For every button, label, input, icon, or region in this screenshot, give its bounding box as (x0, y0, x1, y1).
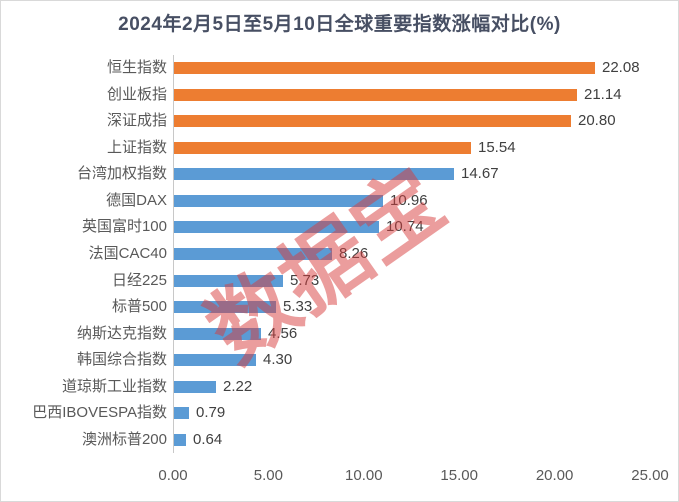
category-label: 澳洲标普200 (81, 430, 167, 448)
value-label: 8.26 (339, 245, 369, 262)
value-label: 5.73 (290, 271, 320, 289)
bar (174, 274, 283, 287)
bar (174, 327, 261, 340)
category-label: 纳斯达克指数 (76, 324, 167, 342)
value-label: 15.54 (478, 138, 516, 156)
value-label: 4.56 (268, 324, 298, 342)
value-label: 2.22 (223, 377, 253, 395)
value-label: 10.96 (390, 191, 428, 209)
bar (174, 354, 256, 367)
category-label: 上证指数 (106, 138, 167, 156)
bar (174, 115, 571, 128)
x-tick-label: 10.00 (345, 467, 383, 484)
category-label: 日经225 (111, 271, 167, 289)
category-label: 创业板指 (106, 85, 167, 103)
value-label: 21.14 (584, 85, 622, 103)
category-label: 法国CAC40 (88, 245, 167, 262)
bar (174, 433, 186, 446)
value-label: 10.74 (386, 218, 424, 236)
bar (174, 380, 216, 393)
category-label: 标普500 (111, 298, 167, 316)
bar (174, 301, 276, 314)
bar (174, 194, 383, 207)
x-tick-label: 0.00 (158, 467, 188, 484)
value-label: 0.79 (196, 404, 226, 422)
category-label: 德国DAX (106, 191, 167, 209)
chart-title: 2024年2月5日至5月10日全球重要指数涨幅对比(%) (118, 14, 561, 35)
value-label: 14.67 (461, 165, 499, 183)
value-label: 0.64 (193, 430, 223, 448)
bar (174, 168, 454, 181)
bar (174, 88, 577, 101)
x-tick-label: 5.00 (253, 467, 283, 484)
category-label: 英国富时100 (81, 218, 167, 236)
category-label: 深证成指 (106, 112, 167, 130)
bar (174, 141, 471, 154)
x-tick-label: 15.00 (440, 467, 478, 484)
value-label: 20.80 (578, 112, 616, 130)
category-label: 台湾加权指数 (76, 165, 167, 183)
bar (174, 407, 189, 420)
category-label: 道琼斯工业指数 (61, 377, 167, 395)
category-label: 恒生指数 (106, 59, 167, 77)
y-axis-line (173, 55, 174, 453)
bar (174, 221, 379, 234)
x-tick-label: 25.00 (631, 467, 669, 484)
bar (174, 62, 595, 75)
value-label: 22.08 (602, 59, 640, 77)
category-label: 巴西IBOVESPA指数 (32, 404, 167, 422)
category-label: 韩国综合指数 (76, 351, 167, 369)
x-tick-label: 20.00 (535, 467, 574, 484)
value-label: 5.33 (283, 298, 313, 316)
value-label: 4.30 (263, 351, 293, 369)
bar (174, 248, 332, 260)
